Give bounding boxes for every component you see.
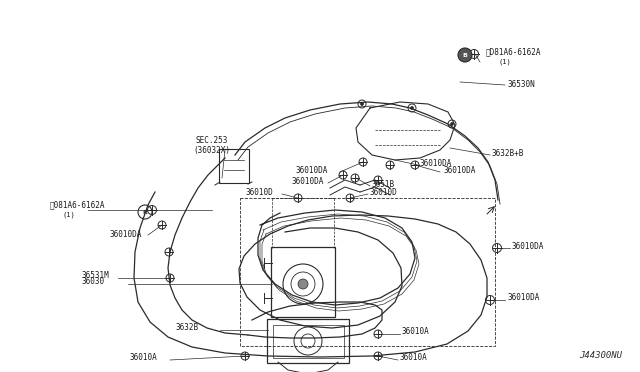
- Circle shape: [451, 122, 454, 125]
- Text: 36010DA: 36010DA: [512, 241, 545, 250]
- Text: 3651B: 3651B: [372, 180, 395, 189]
- Text: 36010D: 36010D: [370, 187, 397, 196]
- Bar: [240, 198, 495, 346]
- Circle shape: [458, 48, 472, 62]
- Text: (1): (1): [62, 212, 75, 218]
- Text: ⒶD81A6-6162A: ⒶD81A6-6162A: [486, 48, 541, 57]
- Text: 36010A: 36010A: [400, 353, 428, 362]
- Text: 36030: 36030: [82, 278, 105, 286]
- Text: 36010A: 36010A: [402, 327, 429, 337]
- Text: 36010D: 36010D: [245, 187, 273, 196]
- Text: 36010DA: 36010DA: [292, 176, 324, 186]
- Text: R: R: [143, 209, 147, 215]
- Text: 36010DA: 36010DA: [443, 166, 476, 174]
- Text: 3632B: 3632B: [175, 324, 198, 333]
- Text: 36010DA: 36010DA: [295, 166, 328, 174]
- Circle shape: [410, 106, 413, 109]
- Text: (36032X): (36032X): [193, 145, 230, 154]
- Text: B: B: [463, 52, 467, 58]
- Text: 36010A: 36010A: [130, 353, 157, 362]
- Text: Ⓛ081A6-6162A: Ⓛ081A6-6162A: [50, 201, 106, 209]
- Text: 36010DA: 36010DA: [110, 230, 142, 238]
- Circle shape: [360, 103, 364, 106]
- Circle shape: [298, 279, 308, 289]
- Text: 36531M: 36531M: [82, 272, 109, 280]
- Text: SEC.253: SEC.253: [196, 135, 228, 144]
- Text: (1): (1): [498, 59, 511, 65]
- Text: 36530N: 36530N: [508, 80, 536, 89]
- Text: J44300NU: J44300NU: [579, 351, 622, 360]
- Text: 36010DA: 36010DA: [507, 294, 540, 302]
- Text: 36010DA: 36010DA: [420, 158, 452, 167]
- Text: 3632B+B: 3632B+B: [492, 148, 524, 157]
